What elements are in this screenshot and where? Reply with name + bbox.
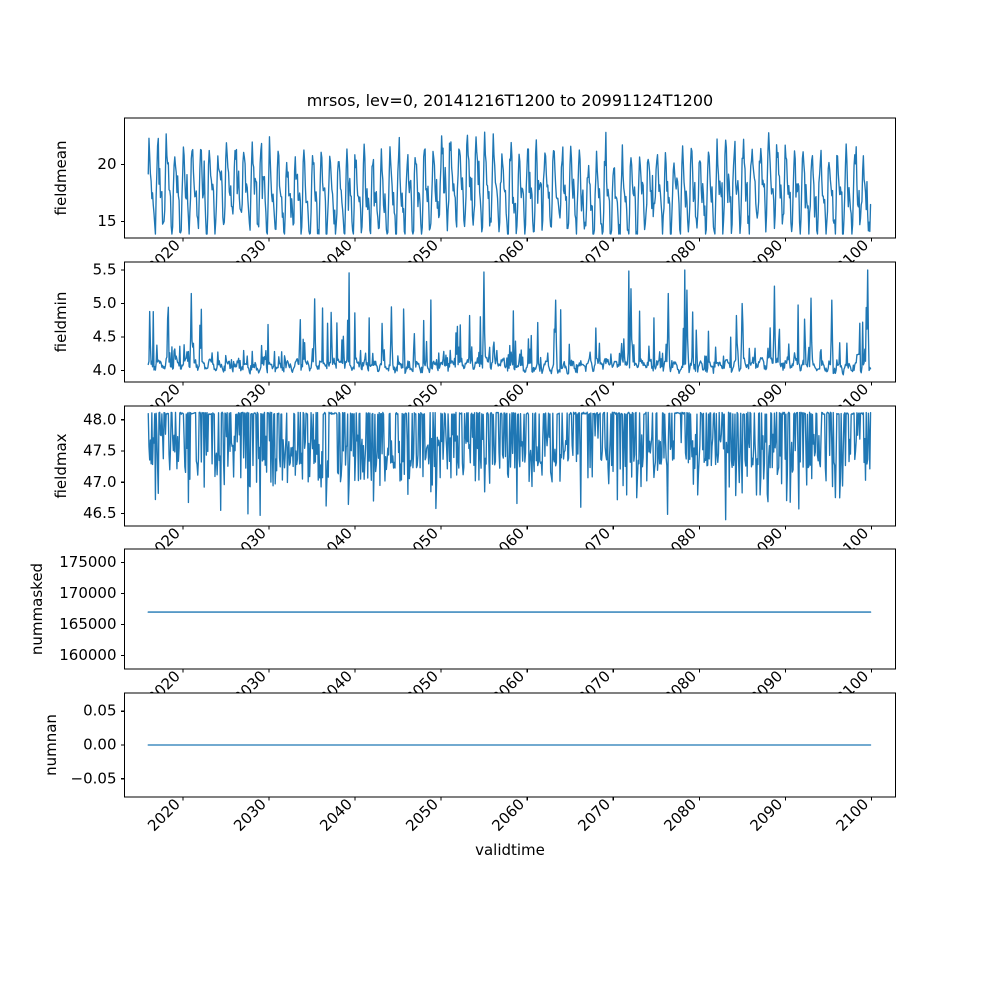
ytick-label: 160000 — [59, 646, 116, 664]
ytick-label: 165000 — [59, 615, 116, 633]
xlabel-validtime: validtime — [475, 841, 545, 859]
axes-spines-fieldmin — [123, 261, 897, 383]
ytick-label: 46.5 — [83, 504, 116, 522]
ytick-label: 4.0 — [93, 361, 117, 379]
axes-spines-fieldmean — [123, 117, 897, 239]
xtick-label: 2100 — [833, 795, 873, 835]
ytick-label: 47.0 — [83, 473, 116, 491]
series-line-fieldmean — [147, 131, 872, 235]
axes-spines-nummasked — [123, 548, 897, 670]
ytick-label: 175000 — [59, 553, 116, 571]
ytick-label: 0.00 — [83, 736, 116, 754]
ylabel-nummasked: nummasked — [28, 563, 46, 655]
ytick-label: 170000 — [59, 584, 116, 602]
xtick-label: 2060 — [488, 795, 528, 835]
ytick-label: 5.0 — [93, 294, 117, 312]
xtick-label: 2080 — [660, 795, 700, 835]
ytick-label: 4.5 — [93, 328, 117, 346]
xtick-label: 2020 — [144, 795, 184, 835]
ytick-label: 20 — [97, 155, 116, 173]
ytick-label: 0.05 — [83, 702, 116, 720]
ytick-label: 48.0 — [83, 410, 116, 428]
plot-background-nummasked — [124, 549, 896, 669]
ylabel-numnan: numnan — [42, 714, 60, 776]
ylabel-fieldmax: fieldmax — [52, 433, 70, 498]
xtick-label: 2050 — [402, 795, 442, 835]
ytick-label: 5.5 — [93, 261, 117, 279]
ytick-label: 47.5 — [83, 442, 116, 460]
ytick-label: −0.05 — [71, 769, 117, 787]
xtick-label: 2090 — [746, 795, 786, 835]
axes-spines-fieldmax — [123, 405, 897, 527]
subplot-numnan: −0.05 0.00 0.05 2020 2030 2040 2050 2060 2070 208… — [42, 692, 897, 835]
series-line-fieldmax — [147, 411, 872, 521]
figure-title: mrsos, lev=0, 20141216T1200 to 20991124T… — [307, 91, 713, 110]
ylabel-fieldmean: fieldmean — [52, 141, 70, 216]
series-line-fieldmin — [147, 269, 872, 376]
ytick-label: 15 — [97, 212, 116, 230]
xtick-label: 2030 — [230, 795, 270, 835]
xtick-label: 2070 — [574, 795, 614, 835]
xtick-label: 2040 — [316, 795, 356, 835]
ylabel-fieldmin: fieldmin — [52, 292, 70, 353]
